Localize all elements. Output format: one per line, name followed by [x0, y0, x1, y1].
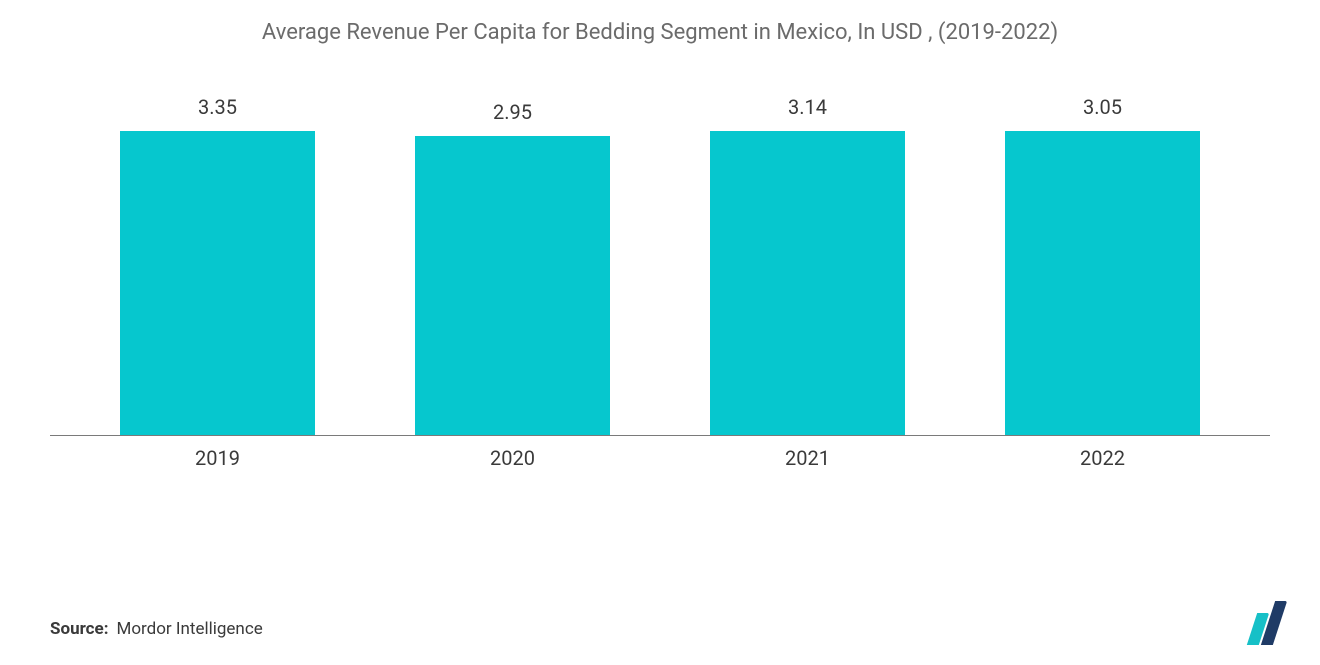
bar-group: 3.05 — [955, 95, 1250, 435]
brand-logo — [1252, 601, 1280, 645]
bar-group: 3.35 — [70, 95, 365, 435]
bar — [710, 131, 905, 435]
chart-container: Average Revenue Per Capita for Bedding S… — [0, 0, 1320, 665]
bar — [120, 131, 315, 435]
x-axis-label: 2020 — [365, 446, 660, 470]
bar — [1005, 131, 1200, 435]
x-axis-label: 2022 — [955, 446, 1250, 470]
source-label: Source: — [50, 619, 108, 639]
bars-row: 3.35 2.95 3.14 3.05 — [40, 95, 1280, 435]
x-axis-label: 2021 — [660, 446, 955, 470]
bar-value-label: 3.14 — [788, 95, 827, 119]
bar — [415, 136, 610, 435]
x-axis-label: 2019 — [70, 446, 365, 470]
chart-title: Average Revenue Per Capita for Bedding S… — [40, 20, 1280, 45]
bar-value-label: 2.95 — [493, 100, 532, 124]
source-footer: Source: Mordor Intelligence — [50, 619, 263, 639]
bar-value-label: 3.05 — [1083, 95, 1122, 119]
bar-group: 3.14 — [660, 95, 955, 435]
x-axis-labels: 2019202020212022 — [40, 436, 1280, 470]
source-value: Mordor Intelligence — [116, 619, 262, 639]
bar-value-label: 3.35 — [198, 95, 237, 119]
bar-group: 2.95 — [365, 95, 660, 435]
plot-area: 3.35 2.95 3.14 3.05 — [40, 95, 1280, 435]
